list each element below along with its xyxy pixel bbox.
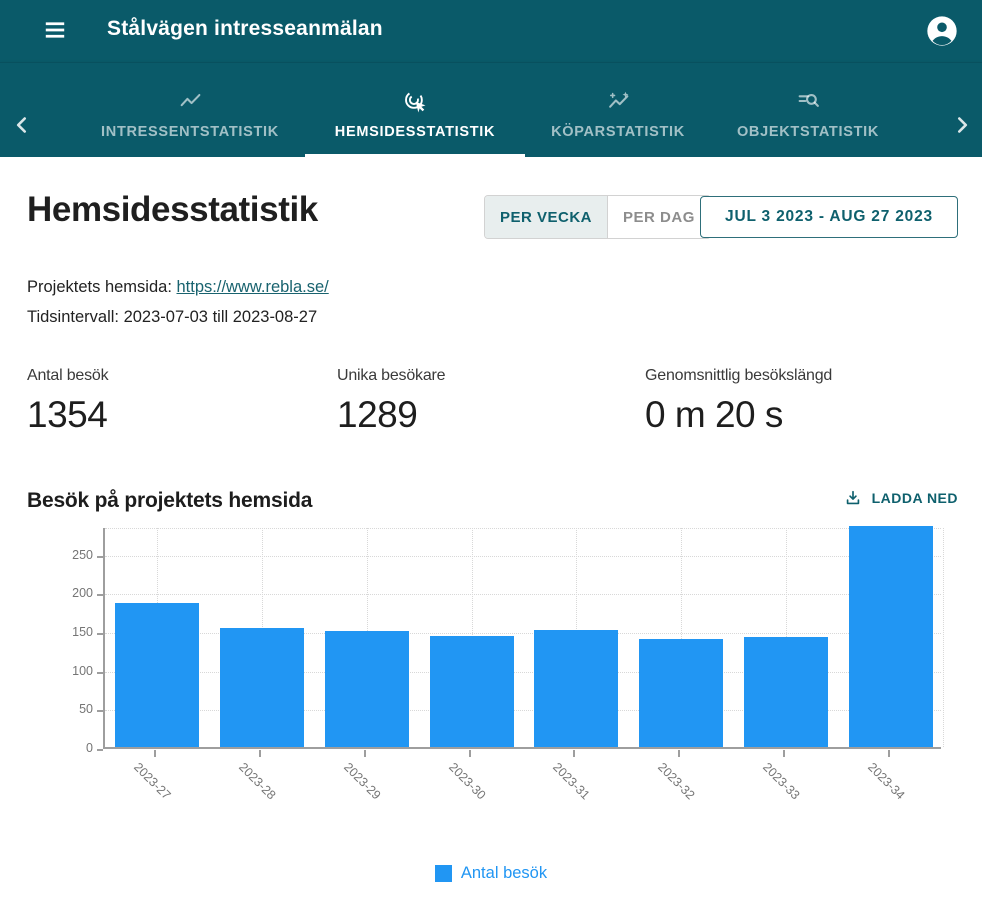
x-tick — [573, 750, 576, 757]
stat-label: Genomsnittlig besökslängd — [645, 367, 833, 384]
y-tick — [97, 594, 103, 597]
tab-label: HEMSIDESSTATISTIK — [334, 124, 496, 140]
x-tick-label: 2023-30 — [445, 760, 489, 803]
y-tick — [97, 749, 103, 751]
x-tick — [468, 750, 471, 757]
gridline — [943, 528, 944, 747]
x-tick-label: 2023-32 — [655, 760, 698, 803]
period-toggle: PER VECKA PER DAG — [484, 195, 711, 239]
gridline — [681, 528, 683, 747]
y-tick-label: 100 — [72, 663, 93, 678]
stat-label: Unika besökare — [337, 367, 446, 384]
x-tick — [678, 750, 681, 757]
x-tick — [782, 750, 785, 757]
tab-koparstatistik[interactable]: KÖPARSTATISTIK — [528, 62, 708, 157]
ads-click-icon — [403, 89, 428, 114]
y-tick — [97, 555, 103, 558]
gridline — [105, 594, 941, 596]
x-tick-label: 2023-29 — [340, 760, 384, 803]
x-tick-label: 2023-34 — [864, 760, 908, 803]
tab-bar: INTRESSENTSTATISTIK HEMSIDESSTATISTIK — [0, 62, 982, 157]
y-tick-label: 200 — [72, 586, 93, 601]
per-vecka-button[interactable]: PER VECKA — [485, 196, 608, 238]
trending-chart-icon — [178, 89, 203, 114]
website-link[interactable]: https://www.rebla.se/ — [176, 278, 329, 296]
gridline — [105, 671, 941, 673]
x-tick — [154, 750, 157, 757]
stat-value: 1289 — [337, 394, 418, 435]
download-button[interactable]: LADDA NED — [843, 488, 958, 508]
y-tick — [97, 710, 103, 713]
bar-2023-32[interactable] — [639, 638, 724, 747]
chevron-left-icon — [16, 117, 27, 133]
date-range-button[interactable]: JUL 3 2023 - AUG 27 2023 — [700, 196, 958, 238]
hamburger-icon — [45, 22, 65, 38]
bar-chart: 2023-27 2023-28 2023-29 2023-30 2023-31 2023-… — [27, 520, 955, 820]
active-tab-indicator — [305, 154, 525, 157]
insights-icon — [606, 89, 631, 114]
per-dag-button[interactable]: PER DAG — [607, 196, 710, 238]
gridline — [105, 555, 941, 557]
account-button[interactable] — [926, 15, 958, 47]
x-tick-label: 2023-33 — [759, 760, 803, 803]
tab-intressentstatistik[interactable]: INTRESSENTSTATISTIK — [80, 62, 300, 157]
chevron-right-icon — [957, 117, 968, 133]
stat-unika-besokare: Unika besökare 1289 — [337, 367, 446, 436]
y-tick — [97, 671, 103, 674]
stat-label: Antal besök — [27, 367, 109, 384]
chart-legend[interactable]: Antal besök — [0, 864, 982, 883]
legend-label: Antal besök — [460, 864, 548, 882]
download-icon — [846, 490, 859, 505]
y-tick — [97, 633, 103, 636]
bar-2023-34[interactable] — [848, 526, 933, 747]
tab-label: OBJEKTSTATISTIK — [736, 124, 880, 140]
tab-hemsidesstatistik[interactable]: HEMSIDESSTATISTIK — [305, 62, 525, 157]
website-label: Projektets hemsida: — [27, 278, 172, 296]
stat-antal-besok: Antal besök 1354 — [27, 367, 109, 436]
tabs-scroll-right-button[interactable] — [948, 112, 976, 140]
tabs-scroll-left-button[interactable] — [8, 112, 36, 140]
tab-label: KÖPARSTATISTIK — [551, 124, 685, 140]
tab-label: INTRESSENTSTATISTIK — [101, 124, 279, 140]
bar-2023-27[interactable] — [115, 603, 200, 747]
gridline — [105, 710, 941, 712]
bar-2023-33[interactable] — [743, 637, 828, 747]
stat-value: 1354 — [27, 394, 108, 435]
gridline — [105, 528, 941, 529]
x-tick — [363, 750, 366, 757]
bar-2023-30[interactable] — [429, 635, 514, 747]
menu-button[interactable] — [40, 17, 70, 45]
tab-objektstatistik[interactable]: OBJEKTSTATISTIK — [713, 62, 903, 157]
x-tick — [259, 750, 262, 757]
interval-text: Tidsintervall: 2023-07-03 till 2023-08-2… — [27, 308, 318, 326]
bar-2023-31[interactable] — [534, 629, 619, 747]
x-tick-label: 2023-27 — [131, 760, 174, 803]
y-tick-label: 150 — [72, 625, 93, 640]
x-tick — [887, 750, 890, 757]
plot-area — [103, 526, 944, 749]
y-tick-label: 0 — [86, 741, 93, 755]
y-tick-label: 50 — [79, 702, 93, 717]
download-label: LADDA NED — [871, 490, 958, 506]
account-circle-icon — [927, 16, 957, 46]
x-tick-label: 2023-28 — [236, 760, 279, 803]
app-title: Stålvägen intresseanmälan — [107, 17, 383, 40]
chart-section-title: Besök på projektets hemsida — [27, 489, 313, 512]
main-content: Hemsidesstatistik PER VECKA PER DAG JUL … — [0, 157, 982, 908]
app-bar: Stålvägen intresseanmälan — [0, 0, 982, 62]
page-title: Hemsidesstatistik — [27, 190, 318, 229]
list-search-icon — [796, 89, 821, 114]
gridline — [105, 633, 941, 635]
stat-besokslangd: Genomsnittlig besökslängd 0 m 20 s — [645, 367, 832, 436]
website-row: Projektets hemsida: https://www.rebla.se… — [27, 278, 329, 297]
bar-2023-28[interactable] — [220, 628, 305, 747]
legend-swatch — [434, 865, 452, 882]
y-tick-label: 250 — [72, 547, 93, 562]
bar-2023-29[interactable] — [324, 631, 409, 747]
x-tick-label: 2023-31 — [550, 760, 593, 803]
stat-value: 0 m 20 s — [645, 394, 783, 435]
